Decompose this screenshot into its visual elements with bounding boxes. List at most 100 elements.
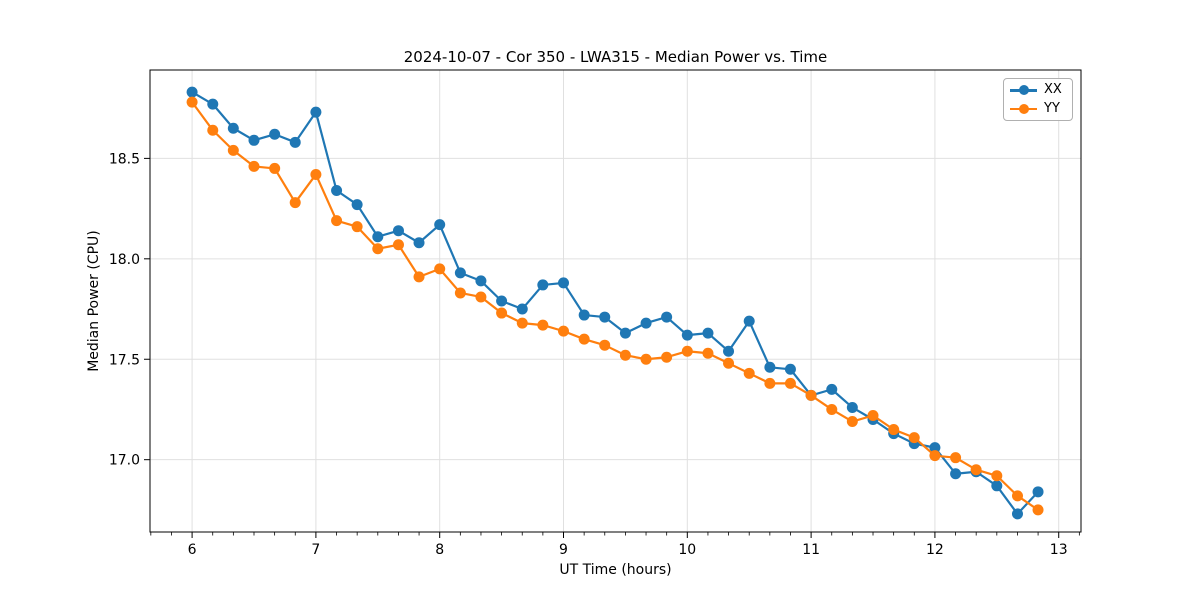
data-point-yy	[434, 263, 446, 275]
data-point-xx	[991, 480, 1003, 492]
data-point-xx	[413, 237, 425, 249]
data-point-yy	[207, 124, 219, 136]
data-point-xx	[454, 267, 466, 279]
data-point-xx	[475, 275, 487, 287]
data-point-yy	[681, 345, 693, 357]
data-point-yy	[908, 432, 920, 444]
data-point-yy	[289, 197, 301, 209]
data-point-yy	[578, 333, 590, 345]
data-point-yy	[867, 409, 879, 421]
data-point-xx	[537, 279, 549, 291]
y-tick-label: 18.5	[109, 151, 140, 167]
legend-marker-yy-icon	[1010, 103, 1037, 115]
data-point-yy	[723, 357, 735, 369]
data-point-yy	[269, 162, 281, 174]
legend-marker-xx-icon	[1010, 84, 1037, 96]
data-point-xx	[248, 134, 260, 146]
x-tick-label: 6	[188, 542, 197, 558]
data-point-xx	[392, 225, 404, 237]
data-point-xx	[681, 329, 693, 341]
data-point-xx	[227, 122, 239, 134]
data-point-xx	[846, 401, 858, 413]
data-point-xx	[1011, 508, 1023, 520]
data-point-xx	[269, 128, 281, 140]
data-point-xx	[764, 361, 776, 373]
data-point-yy	[537, 319, 549, 331]
data-point-yy	[619, 349, 631, 361]
data-point-xx	[661, 311, 673, 323]
data-point-xx	[351, 199, 363, 211]
data-point-xx	[1032, 486, 1044, 498]
x-tick-label: 11	[802, 542, 820, 558]
data-point-yy	[454, 287, 466, 299]
x-tick-label: 13	[1050, 542, 1068, 558]
data-point-xx	[743, 315, 755, 327]
data-point-xx	[289, 136, 301, 148]
data-point-yy	[1032, 504, 1044, 516]
legend-item-xx: XX	[1010, 82, 1066, 98]
data-point-xx	[516, 303, 528, 315]
data-point-yy	[970, 464, 982, 476]
data-point-xx	[186, 86, 198, 98]
y-tick-label: 17.0	[109, 453, 140, 469]
data-point-yy	[351, 221, 363, 233]
data-point-yy	[805, 389, 817, 401]
data-point-xx	[496, 295, 508, 307]
legend-label-yy: YY	[1044, 100, 1060, 116]
data-point-xx	[331, 185, 343, 197]
series-line-yy	[191, 101, 1039, 511]
data-point-xx	[784, 363, 796, 375]
legend-item-yy: YY	[1010, 101, 1066, 117]
data-point-yy	[640, 353, 652, 365]
data-point-yy	[186, 96, 198, 108]
data-point-yy	[888, 424, 900, 436]
data-point-yy	[331, 215, 343, 227]
data-point-yy	[392, 239, 404, 251]
data-point-yy	[413, 271, 425, 283]
data-point-yy	[991, 470, 1003, 482]
legend-label-xx: XX	[1044, 82, 1062, 98]
data-point-yy	[1011, 490, 1023, 502]
y-axis-label: Median Power (CPU)	[86, 230, 102, 372]
data-point-yy	[743, 367, 755, 379]
data-point-yy	[784, 377, 796, 389]
data-point-yy	[661, 351, 673, 363]
data-point-yy	[950, 452, 962, 464]
x-axis-label: UT Time (hours)	[559, 562, 672, 578]
x-tick-label: 8	[435, 542, 444, 558]
axes-spines	[149, 69, 1082, 533]
x-tick-label: 7	[311, 542, 320, 558]
x-tick-label: 12	[926, 542, 944, 558]
data-point-xx	[640, 317, 652, 329]
x-tick-label: 10	[678, 542, 696, 558]
data-point-yy	[558, 325, 570, 337]
data-point-xx	[723, 345, 735, 357]
data-point-xx	[372, 231, 384, 243]
data-point-yy	[516, 317, 528, 329]
data-point-xx	[434, 219, 446, 231]
series-line-xx	[191, 91, 1039, 516]
data-point-yy	[929, 450, 941, 462]
data-point-yy	[475, 291, 487, 303]
legend: XX YY	[1003, 78, 1073, 121]
data-point-yy	[310, 168, 322, 180]
data-point-yy	[764, 377, 776, 389]
data-point-yy	[702, 347, 714, 359]
data-point-yy	[372, 243, 384, 255]
data-point-yy	[496, 307, 508, 319]
data-point-xx	[929, 442, 941, 454]
data-point-xx	[619, 327, 631, 339]
data-point-xx	[826, 383, 838, 395]
y-tick-label: 17.5	[109, 352, 140, 368]
data-point-yy	[599, 339, 611, 351]
data-point-xx	[599, 311, 611, 323]
chart-title: 2024-10-07 - Cor 350 - LWA315 - Median P…	[403, 48, 828, 66]
data-point-xx	[950, 468, 962, 480]
data-point-xx	[207, 98, 219, 110]
x-tick-label: 9	[559, 542, 568, 558]
data-point-yy	[248, 160, 260, 172]
data-point-xx	[702, 327, 714, 339]
y-tick-label: 18.0	[109, 252, 140, 268]
